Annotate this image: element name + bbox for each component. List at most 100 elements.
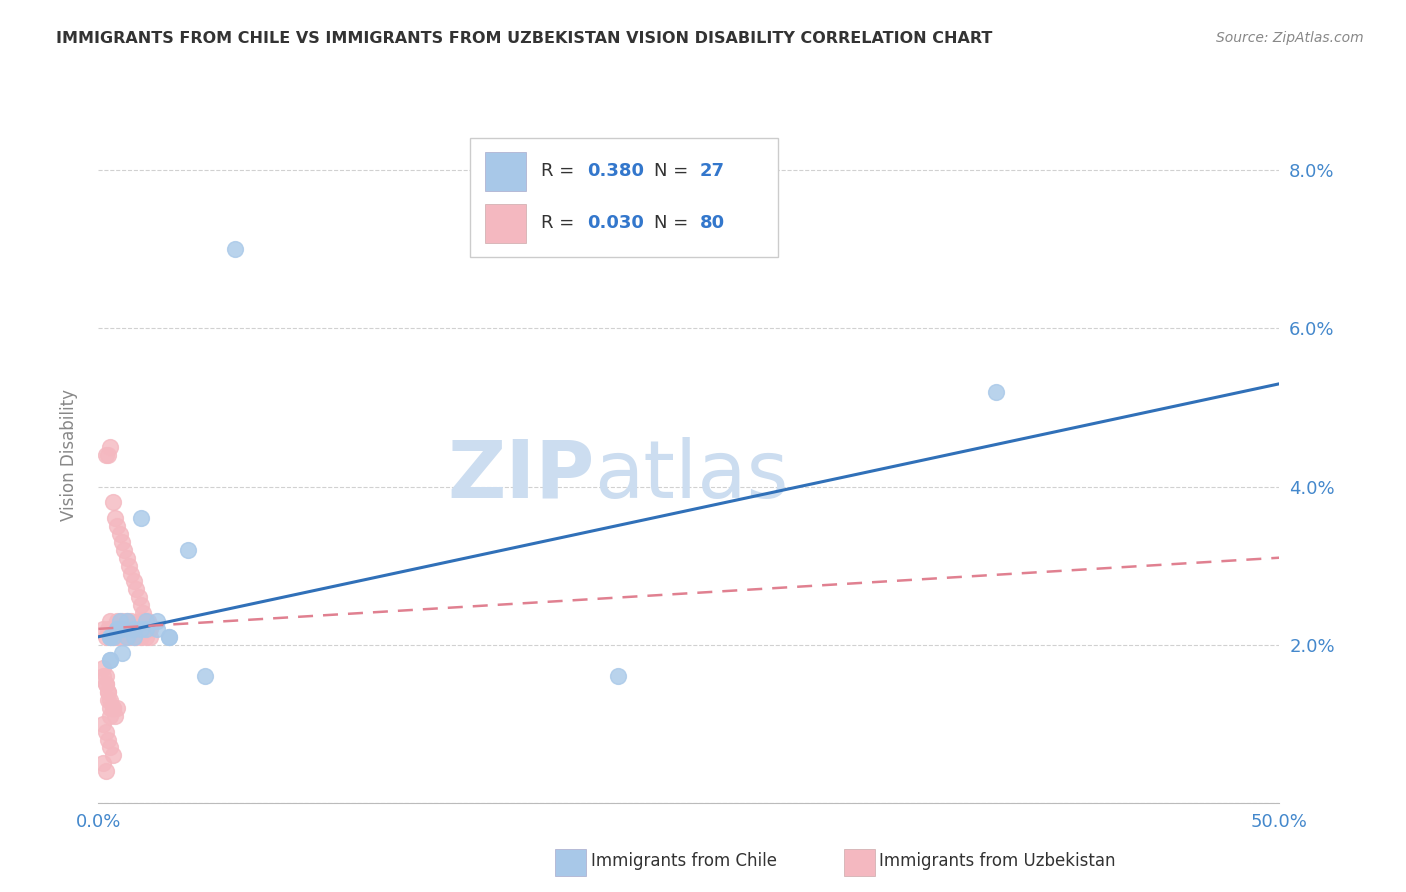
Point: [108, 527, 131, 541]
Point: [129, 511, 152, 525]
Point: [122, 630, 145, 644]
Point: [94, 669, 117, 683]
Point: [607, 669, 630, 683]
Point: [129, 622, 152, 636]
Point: [129, 598, 152, 612]
Point: [91, 756, 114, 771]
Bar: [485, 204, 526, 243]
Point: [101, 701, 124, 715]
Text: 0.380: 0.380: [588, 162, 644, 180]
Point: [101, 701, 124, 715]
Point: [146, 614, 169, 628]
Point: [121, 566, 143, 581]
Point: [135, 630, 157, 644]
Point: [91, 669, 114, 683]
Point: [128, 591, 150, 605]
Point: [97, 685, 120, 699]
Point: [105, 622, 128, 636]
Point: [135, 622, 157, 636]
Point: [115, 614, 138, 628]
Point: [98, 630, 121, 644]
Point: [97, 685, 120, 699]
Point: [94, 724, 117, 739]
Point: [122, 622, 145, 636]
Text: R =: R =: [541, 214, 581, 232]
Point: [101, 630, 124, 644]
Point: [111, 630, 134, 644]
Point: [104, 622, 127, 636]
Point: [139, 622, 162, 636]
Point: [115, 550, 138, 565]
Point: [108, 614, 131, 628]
Point: [118, 558, 141, 573]
Point: [136, 622, 159, 636]
Point: [135, 614, 157, 628]
Point: [94, 630, 117, 644]
Point: [121, 622, 143, 636]
Point: [122, 630, 145, 644]
Point: [94, 677, 117, 691]
Point: [101, 630, 124, 644]
Point: [98, 708, 121, 723]
Point: [97, 448, 120, 462]
Text: 80: 80: [700, 214, 724, 232]
Y-axis label: Vision Disability: Vision Disability: [59, 389, 77, 521]
Point: [115, 622, 138, 636]
Point: [91, 661, 114, 675]
Point: [157, 630, 180, 644]
Point: [105, 519, 128, 533]
Point: [98, 740, 121, 755]
Point: [129, 630, 152, 644]
Point: [118, 630, 141, 644]
Point: [101, 622, 124, 636]
Point: [108, 630, 131, 644]
Point: [115, 630, 138, 644]
Text: 27: 27: [700, 162, 724, 180]
Point: [112, 622, 135, 636]
Point: [101, 495, 124, 509]
Point: [136, 614, 159, 628]
Point: [122, 574, 145, 589]
Bar: [471, 138, 778, 257]
Point: [94, 764, 117, 779]
Point: [136, 622, 159, 636]
Point: [132, 606, 155, 620]
Point: [105, 622, 128, 636]
Text: Source: ZipAtlas.com: Source: ZipAtlas.com: [1216, 31, 1364, 45]
Point: [105, 622, 128, 636]
Point: [91, 622, 114, 636]
Point: [104, 708, 127, 723]
Point: [132, 614, 155, 628]
Point: [128, 614, 150, 628]
Point: [128, 622, 150, 636]
Point: [115, 614, 138, 628]
Point: [118, 622, 141, 636]
Point: [108, 622, 131, 636]
Point: [97, 693, 120, 707]
Point: [98, 630, 121, 644]
Point: [101, 748, 124, 763]
Point: [135, 622, 157, 636]
Point: [146, 622, 169, 636]
Point: [98, 614, 121, 628]
Bar: [485, 153, 526, 191]
Point: [98, 653, 121, 667]
Text: IMMIGRANTS FROM CHILE VS IMMIGRANTS FROM UZBEKISTAN VISION DISABILITY CORRELATIO: IMMIGRANTS FROM CHILE VS IMMIGRANTS FROM…: [56, 31, 993, 46]
Point: [139, 630, 162, 644]
Point: [132, 622, 155, 636]
Point: [112, 630, 135, 644]
Text: ZIP: ZIP: [447, 437, 595, 515]
Point: [91, 716, 114, 731]
Point: [194, 669, 217, 683]
Point: [98, 701, 121, 715]
Point: [111, 534, 134, 549]
Point: [105, 701, 128, 715]
Text: 0.030: 0.030: [588, 214, 644, 232]
Text: Immigrants from Chile: Immigrants from Chile: [591, 852, 776, 870]
Point: [104, 511, 127, 525]
Point: [94, 677, 117, 691]
Text: N =: N =: [654, 162, 693, 180]
Point: [98, 630, 121, 644]
Point: [121, 614, 143, 628]
Text: Immigrants from Uzbekistan: Immigrants from Uzbekistan: [879, 852, 1115, 870]
